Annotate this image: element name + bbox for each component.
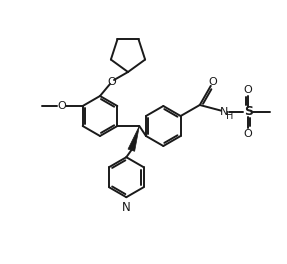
Text: O: O <box>58 101 66 111</box>
Polygon shape <box>128 126 139 151</box>
Text: S: S <box>244 105 253 118</box>
Text: H: H <box>226 111 234 121</box>
Text: N: N <box>220 107 228 117</box>
Text: O: O <box>108 77 116 87</box>
Text: O: O <box>244 129 253 139</box>
Text: O: O <box>208 77 217 87</box>
Text: O: O <box>244 84 253 95</box>
Text: N: N <box>122 201 131 214</box>
